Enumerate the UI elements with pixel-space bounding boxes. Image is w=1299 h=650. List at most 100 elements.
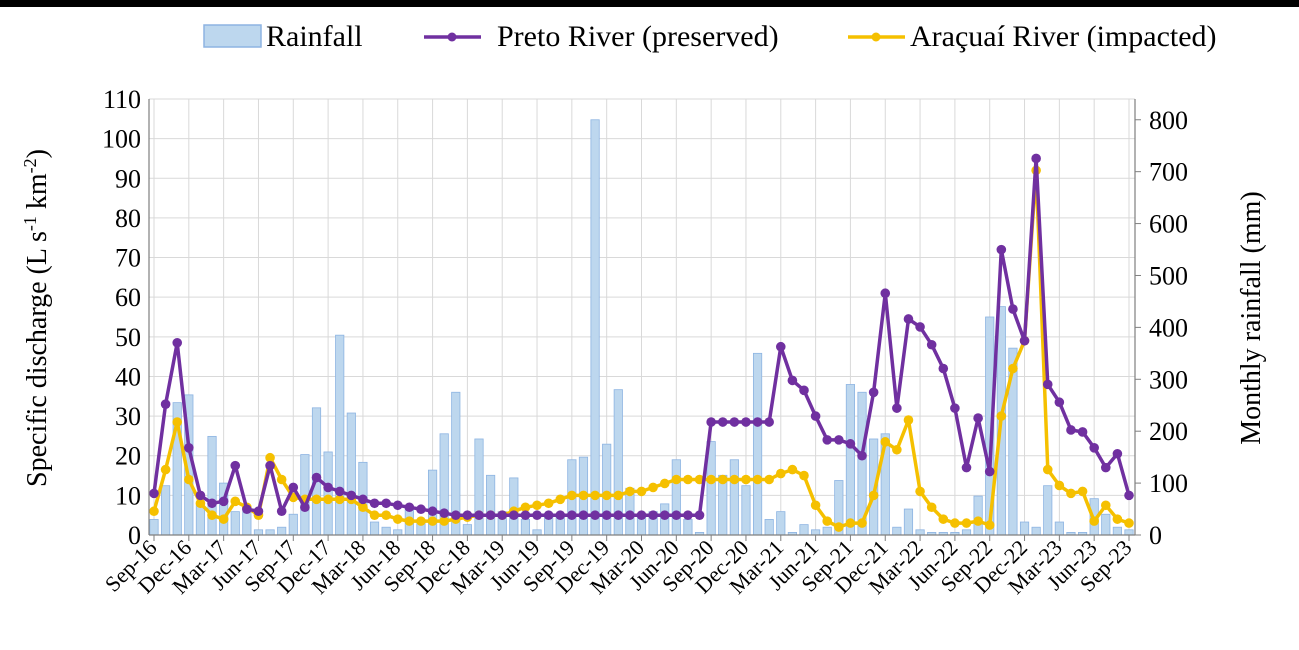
series-point-aracuai: [659, 478, 670, 489]
y-tick-label-right: 400: [1149, 313, 1188, 342]
series-point-aracuai: [1077, 486, 1088, 497]
rainfall-bar: [149, 519, 159, 536]
legend-label-aracuai: Araçuaí River (impacted): [910, 20, 1217, 53]
series-point-aracuai: [323, 494, 333, 505]
series-point-preto: [381, 498, 391, 509]
series-point-preto: [903, 314, 914, 324]
rainfall-bar: [242, 511, 252, 536]
y-tick-label-left: 30: [115, 402, 141, 431]
series-point-aracuai: [404, 516, 415, 526]
y-tick-label-right: 500: [1149, 261, 1188, 290]
series-point-preto: [729, 417, 740, 427]
series-point-aracuai: [973, 516, 983, 526]
series-point-aracuai: [857, 518, 867, 528]
y-tick-label-right: 0: [1149, 521, 1162, 550]
series-point-aracuai: [590, 490, 600, 501]
series-point-aracuai: [683, 474, 693, 485]
series-point-aracuai: [810, 500, 821, 511]
series-point-aracuai: [265, 452, 275, 463]
series-point-aracuai: [764, 474, 774, 485]
series-point-preto: [555, 510, 566, 520]
series-point-aracuai: [834, 522, 844, 532]
series-point-aracuai: [915, 486, 925, 497]
series-point-preto: [845, 439, 856, 449]
rainfall-bar: [369, 521, 380, 536]
series-point-aracuai: [984, 520, 995, 530]
rainfall-bar: [393, 529, 403, 536]
series-point-preto: [230, 460, 241, 471]
series-point-preto: [775, 341, 786, 352]
legend-label-rainfall: Rainfall: [266, 20, 363, 53]
y-tick-label-right: 100: [1149, 469, 1188, 498]
rainfall-bar: [811, 529, 821, 536]
series-point-preto: [543, 510, 554, 520]
y-tick-label-right: 800: [1149, 106, 1188, 135]
series-point-preto: [1054, 397, 1065, 408]
series-point-preto: [671, 510, 682, 520]
series-point-aracuai: [543, 498, 554, 509]
rainfall-bar: [683, 519, 693, 536]
rainfall-bar: [207, 435, 217, 536]
series-point-aracuai: [416, 516, 426, 526]
series-point-preto: [1100, 462, 1111, 473]
series-point-aracuai: [1089, 516, 1099, 526]
rainfall-bar: [1054, 521, 1064, 536]
series-point-preto: [996, 244, 1007, 255]
series-point-preto: [218, 496, 229, 507]
series-point-preto: [404, 502, 415, 513]
series-point-aracuai: [334, 494, 345, 505]
series-point-aracuai: [648, 482, 658, 493]
series-point-preto: [717, 417, 728, 427]
series-point-preto: [764, 417, 774, 427]
rainfall-bar: [1101, 513, 1111, 536]
series-point-preto: [659, 510, 670, 520]
rainfall-bar: [752, 352, 763, 536]
series-point-preto: [1124, 490, 1134, 501]
series-point-aracuai: [601, 490, 612, 501]
y-tick-label-left: 0: [128, 521, 141, 550]
series-point-aracuai: [729, 474, 740, 485]
series-point-aracuai: [532, 500, 542, 511]
series-point-aracuai: [439, 516, 449, 526]
series-point-preto: [1008, 304, 1018, 314]
series-point-aracuai: [926, 502, 937, 513]
series-point-aracuai: [752, 474, 763, 485]
series-point-aracuai: [741, 474, 751, 485]
y-tick-label-right: 700: [1149, 158, 1188, 187]
series-point-preto: [1112, 448, 1123, 459]
rainfall-bar: [462, 524, 472, 536]
series-point-preto: [311, 472, 322, 483]
series-point-preto: [207, 498, 217, 509]
series-point-preto: [1019, 335, 1030, 346]
rainfall-bar: [265, 529, 275, 536]
series-point-preto: [799, 385, 809, 396]
series-point-aracuai: [207, 510, 217, 520]
y-axis-title-left: Specific discharge (L s-1 km-2): [20, 149, 53, 487]
series-point-preto: [520, 510, 531, 520]
series-point-preto: [184, 443, 194, 453]
series-point-preto: [810, 411, 821, 421]
legend-marker-aracuai: [871, 32, 881, 42]
series-point-preto: [834, 435, 844, 445]
series-point-aracuai: [938, 514, 949, 524]
series-point-aracuai: [613, 490, 624, 501]
series-point-aracuai: [775, 468, 786, 479]
series-point-aracuai: [1042, 464, 1053, 475]
series-point-preto: [532, 510, 542, 520]
series-point-preto: [857, 450, 867, 461]
y-tick-label-left: 110: [103, 85, 141, 114]
y-tick-label-left: 20: [115, 442, 141, 471]
series-point-preto: [334, 486, 345, 497]
series-point-aracuai: [149, 506, 159, 517]
series-point-preto: [950, 403, 960, 413]
series-point-preto: [369, 498, 380, 509]
series-point-aracuai: [706, 474, 716, 485]
rainfall-bar: [311, 407, 322, 536]
series-point-aracuai: [172, 417, 183, 427]
rainfall-bar: [1019, 521, 1030, 536]
series-point-aracuai: [625, 486, 635, 497]
series-point-preto: [265, 460, 275, 471]
series-point-preto: [439, 508, 449, 518]
legend-label-preto: Preto River (preserved): [497, 20, 779, 53]
